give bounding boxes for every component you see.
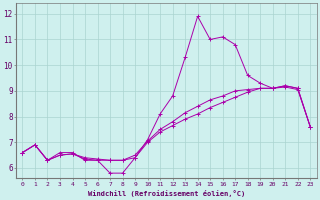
X-axis label: Windchill (Refroidissement éolien,°C): Windchill (Refroidissement éolien,°C): [88, 190, 245, 197]
